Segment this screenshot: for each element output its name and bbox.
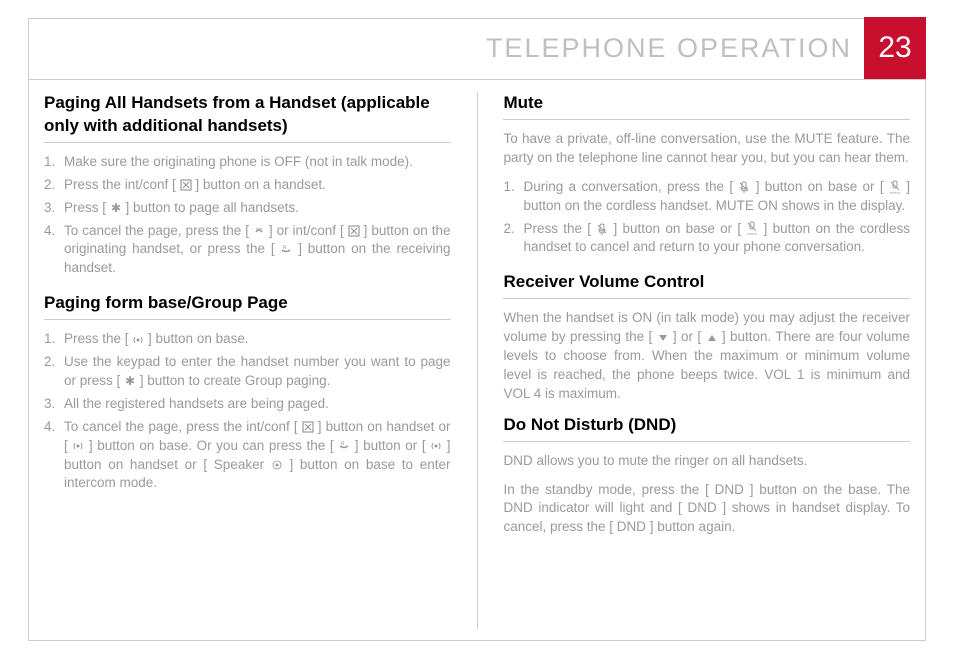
list-paging-base: Press the [ ] button on base. Use the ke… xyxy=(44,330,451,493)
menu-icon xyxy=(746,221,758,236)
heading-dnd: Do Not Disturb (DND) xyxy=(503,414,910,442)
list-item: Press the [ ] button on base or [ ] butt… xyxy=(503,220,910,258)
page-number: 23 xyxy=(878,31,911,65)
page-icon xyxy=(430,440,442,452)
speaker-icon xyxy=(271,459,283,471)
dnd-p2: In the standby mode, press the [ DND ] b… xyxy=(503,481,910,538)
star-icon xyxy=(124,375,136,387)
section-title: TELEPHONE OPERATION xyxy=(486,33,852,64)
end-icon xyxy=(338,440,350,452)
list-item: To cancel the page, press the int/conf [… xyxy=(44,418,451,494)
page-number-box: 23 xyxy=(864,17,926,79)
up-icon xyxy=(706,332,718,344)
intconf-icon xyxy=(180,179,192,191)
menu-icon xyxy=(889,180,901,195)
page-icon xyxy=(72,440,84,452)
right-column: Mute To have a private, off-line convers… xyxy=(503,92,910,629)
list-mute: During a conversation, press the [ ] but… xyxy=(503,178,910,258)
list-paging-all: Make sure the originating phone is OFF (… xyxy=(44,153,451,278)
heading-paging-base: Paging form base/Group Page xyxy=(44,292,451,320)
column-divider xyxy=(477,92,478,629)
list-item: To cancel the page, press the [ ] or int… xyxy=(44,222,451,279)
heading-paging-all: Paging All Handsets from a Handset (appl… xyxy=(44,92,451,143)
mute-icon xyxy=(738,181,750,193)
heading-mute: Mute xyxy=(503,92,910,120)
content-columns: Paging All Handsets from a Handset (appl… xyxy=(44,92,910,629)
list-item: All the registered handsets are being pa… xyxy=(44,395,451,414)
list-item: During a conversation, press the [ ] but… xyxy=(503,178,910,216)
intconf-icon xyxy=(348,225,360,237)
mute-intro: To have a private, off-line conversation… xyxy=(503,130,910,168)
star-icon xyxy=(110,202,122,214)
list-item: Press the [ ] button on base. xyxy=(44,330,451,349)
list-item: Press the int/conf [ ] button on a hands… xyxy=(44,176,451,195)
talk-icon xyxy=(253,225,265,237)
page-icon xyxy=(132,334,144,346)
heading-volume: Receiver Volume Control xyxy=(503,271,910,299)
volume-body: When the handset is ON (in talk mode) yo… xyxy=(503,309,910,403)
page-header: TELEPHONE OPERATION 23 xyxy=(28,18,926,80)
list-item: Make sure the originating phone is OFF (… xyxy=(44,153,451,172)
intconf-icon xyxy=(302,421,314,433)
list-item: Use the keypad to enter the handset numb… xyxy=(44,353,451,391)
dnd-p1: DND allows you to mute the ringer on all… xyxy=(503,452,910,471)
end-icon xyxy=(280,244,292,256)
down-icon xyxy=(657,332,669,344)
left-column: Paging All Handsets from a Handset (appl… xyxy=(44,92,451,629)
mute-icon xyxy=(596,223,608,235)
list-item: Press [ ] button to page all handsets. xyxy=(44,199,451,218)
